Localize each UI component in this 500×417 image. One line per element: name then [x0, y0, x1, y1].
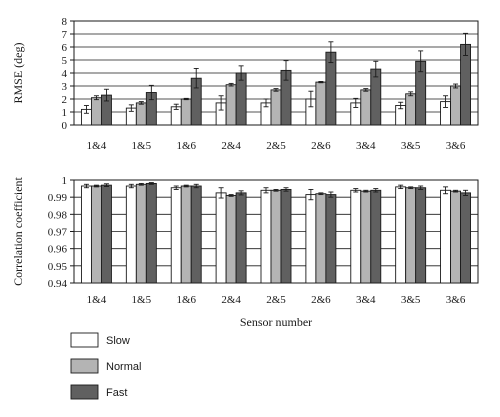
bar-slow-1-5	[125, 185, 137, 284]
legend-swatch-normal	[70, 358, 99, 374]
bar-normal-1-5	[135, 102, 147, 126]
y-tick-label: 0.97	[48, 227, 68, 239]
bar-fast-2-4	[235, 192, 247, 284]
x-tick-label: 3&6	[446, 294, 466, 306]
bar-slow-2-6	[305, 194, 317, 284]
y-axis-title: Correlation coefficient	[11, 176, 25, 285]
y-tick-label: 0.98	[48, 209, 68, 221]
bar-fast-1-5	[145, 182, 157, 284]
bar-fast-3-6	[460, 192, 472, 284]
y-tick-label: 0.99	[48, 192, 68, 204]
bar-normal-2-4	[225, 194, 237, 284]
bar-normal-2-4	[225, 84, 237, 126]
x-tick-label: 1&5	[132, 140, 152, 152]
bar-normal-2-6	[315, 193, 327, 284]
bar-slow-2-5	[260, 189, 272, 284]
bar-fast-3-4	[370, 68, 382, 126]
y-tick-label: 0	[62, 120, 68, 132]
x-tick-label: 2&5	[266, 294, 286, 306]
bar-normal-1-6	[180, 98, 192, 126]
legend: Slow Normal Fast	[70, 332, 141, 400]
bar-fast-2-4	[235, 72, 247, 126]
bar-slow-1-4	[80, 185, 92, 284]
bar-normal-2-5	[270, 189, 282, 284]
x-tick-label: 1&4	[87, 294, 107, 306]
x-tick-label: 1&4	[87, 140, 107, 152]
x-tick-label: 3&4	[356, 140, 376, 152]
bar-normal-3-4	[360, 190, 372, 284]
x-tick-label: 2&5	[266, 140, 286, 152]
bar-normal-3-6	[450, 85, 462, 126]
bar-slow-3-5	[395, 186, 407, 284]
bar-slow-3-4	[350, 189, 362, 284]
x-tick-label: 2&4	[221, 140, 241, 152]
bar-slow-1-6	[170, 187, 182, 284]
x-tick-label: 2&4	[221, 294, 241, 306]
bar-normal-3-6	[450, 190, 462, 284]
y-tick-label: 2	[62, 94, 68, 106]
bar-fast-1-4	[100, 184, 112, 284]
y-tick-label: 4	[62, 68, 68, 80]
y-tick-label: 0.95	[48, 261, 68, 273]
x-axis-title: Sensor number	[240, 315, 312, 329]
bar-fast-3-6	[460, 43, 472, 126]
bar-normal-3-4	[360, 89, 372, 126]
bar-fast-2-5	[280, 188, 292, 284]
y-tick-label: 8	[62, 16, 68, 28]
legend-label-normal: Normal	[106, 361, 141, 373]
bar-normal-3-5	[405, 93, 417, 126]
x-tick-label: 3&5	[401, 140, 421, 152]
legend-label-slow: Slow	[106, 335, 130, 347]
bar-normal-1-4	[90, 185, 102, 284]
legend-swatch-slow	[70, 332, 99, 348]
y-tick-label: 1	[62, 107, 68, 119]
legend-label-fast: Fast	[106, 387, 127, 399]
x-tick-label: 3&5	[401, 294, 421, 306]
y-tick-label: 0.94	[48, 278, 68, 290]
bar-normal-2-5	[270, 89, 282, 126]
bar-fast-3-5	[415, 187, 427, 284]
bar-normal-1-6	[180, 185, 192, 284]
bar-fast-1-6	[190, 185, 202, 284]
bar-fast-2-6	[325, 194, 337, 284]
bar-normal-2-6	[315, 81, 327, 126]
x-tick-label: 1&6	[176, 294, 196, 306]
x-tick-label: 2&6	[311, 140, 331, 152]
legend-swatch-fast	[70, 384, 99, 400]
x-tick-label: 3&4	[356, 294, 376, 306]
x-tick-label: 1&6	[176, 140, 196, 152]
correlation-chart: 0.94 0.95 0.96 0.97 0.98 0.99 1 1&4 1&5 1&6 2&4 2&5…	[11, 175, 479, 329]
y-tick-label: 1	[62, 175, 68, 187]
bar-normal-3-5	[405, 187, 417, 284]
y-tick-label: 3	[62, 81, 68, 93]
bar-normal-1-4	[90, 97, 102, 126]
bar-normal-1-5	[135, 183, 147, 284]
bar-fast-3-4	[370, 189, 382, 284]
x-tick-label: 1&5	[132, 294, 152, 306]
x-tick-label: 3&6	[446, 140, 466, 152]
bar-slow-2-4	[215, 192, 227, 284]
y-axis-title: RMSE (deg)	[11, 43, 25, 104]
y-tick-label: 6	[62, 42, 68, 54]
x-tick-label: 2&6	[311, 294, 331, 306]
bar-fast-2-6	[325, 51, 337, 126]
y-tick-label: 5	[62, 55, 68, 67]
bar-slow-3-6	[440, 189, 452, 284]
y-tick-label: 0.96	[48, 244, 68, 256]
y-tick-label: 7	[62, 29, 68, 41]
